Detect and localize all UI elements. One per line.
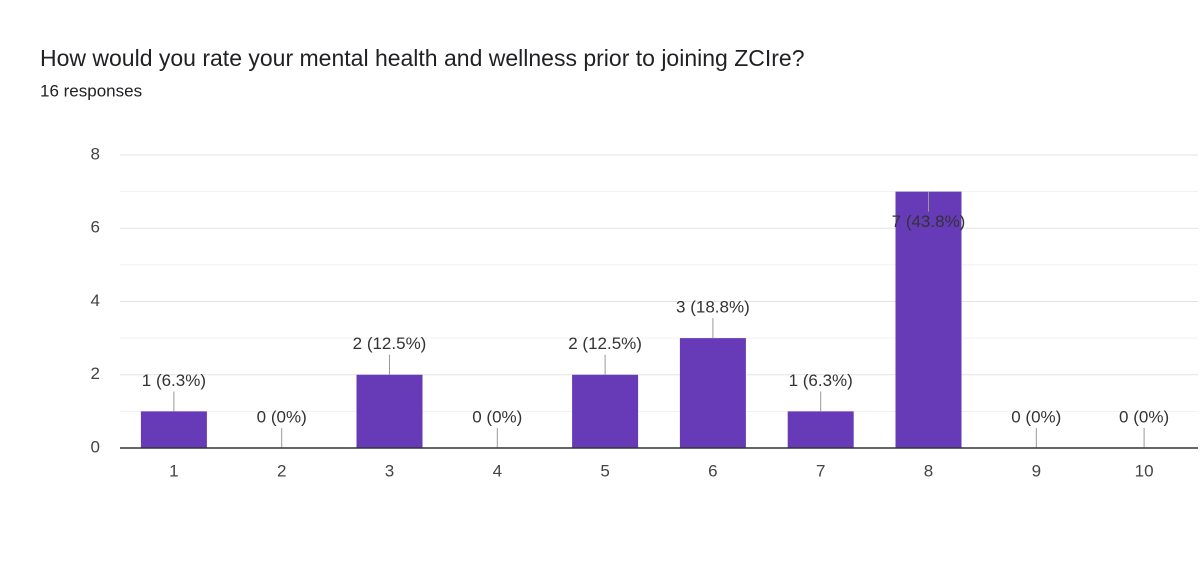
- x-tick-label: 3: [385, 461, 394, 480]
- x-tick-label: 6: [708, 461, 717, 480]
- x-tick-label: 1: [169, 461, 178, 480]
- y-tick-label: 8: [91, 144, 100, 163]
- bar: [356, 374, 423, 448]
- data-label: 0 (0%): [472, 407, 522, 426]
- x-tick-label: 9: [1032, 461, 1041, 480]
- data-label: 7 (43.8%): [892, 212, 966, 231]
- y-tick-label: 4: [91, 291, 100, 310]
- x-tick-label: 7: [816, 461, 825, 480]
- x-tick-label: 8: [924, 461, 933, 480]
- bar: [572, 374, 639, 448]
- chart-subtitle: 16 responses: [40, 81, 142, 100]
- chart-title: How would you rate your mental health an…: [40, 45, 805, 71]
- data-label: 1 (6.3%): [142, 371, 206, 390]
- y-tick-label: 2: [91, 364, 100, 383]
- y-tick-label: 6: [91, 218, 100, 237]
- y-tick-label: 0: [91, 437, 100, 456]
- bar: [895, 191, 962, 448]
- data-label: 2 (12.5%): [353, 334, 427, 353]
- data-label: 1 (6.3%): [789, 371, 853, 390]
- data-label: 0 (0%): [257, 407, 307, 426]
- data-label: 2 (12.5%): [568, 334, 642, 353]
- x-tick-label: 5: [600, 461, 609, 480]
- x-tick-label: 10: [1135, 461, 1154, 480]
- data-label: 0 (0%): [1119, 407, 1169, 426]
- x-tick-label: 2: [277, 461, 286, 480]
- data-label: 0 (0%): [1011, 407, 1061, 426]
- bar: [140, 411, 207, 448]
- bar: [679, 338, 746, 448]
- x-tick-label: 4: [493, 461, 502, 480]
- data-label: 3 (18.8%): [676, 298, 750, 317]
- bar: [787, 411, 854, 448]
